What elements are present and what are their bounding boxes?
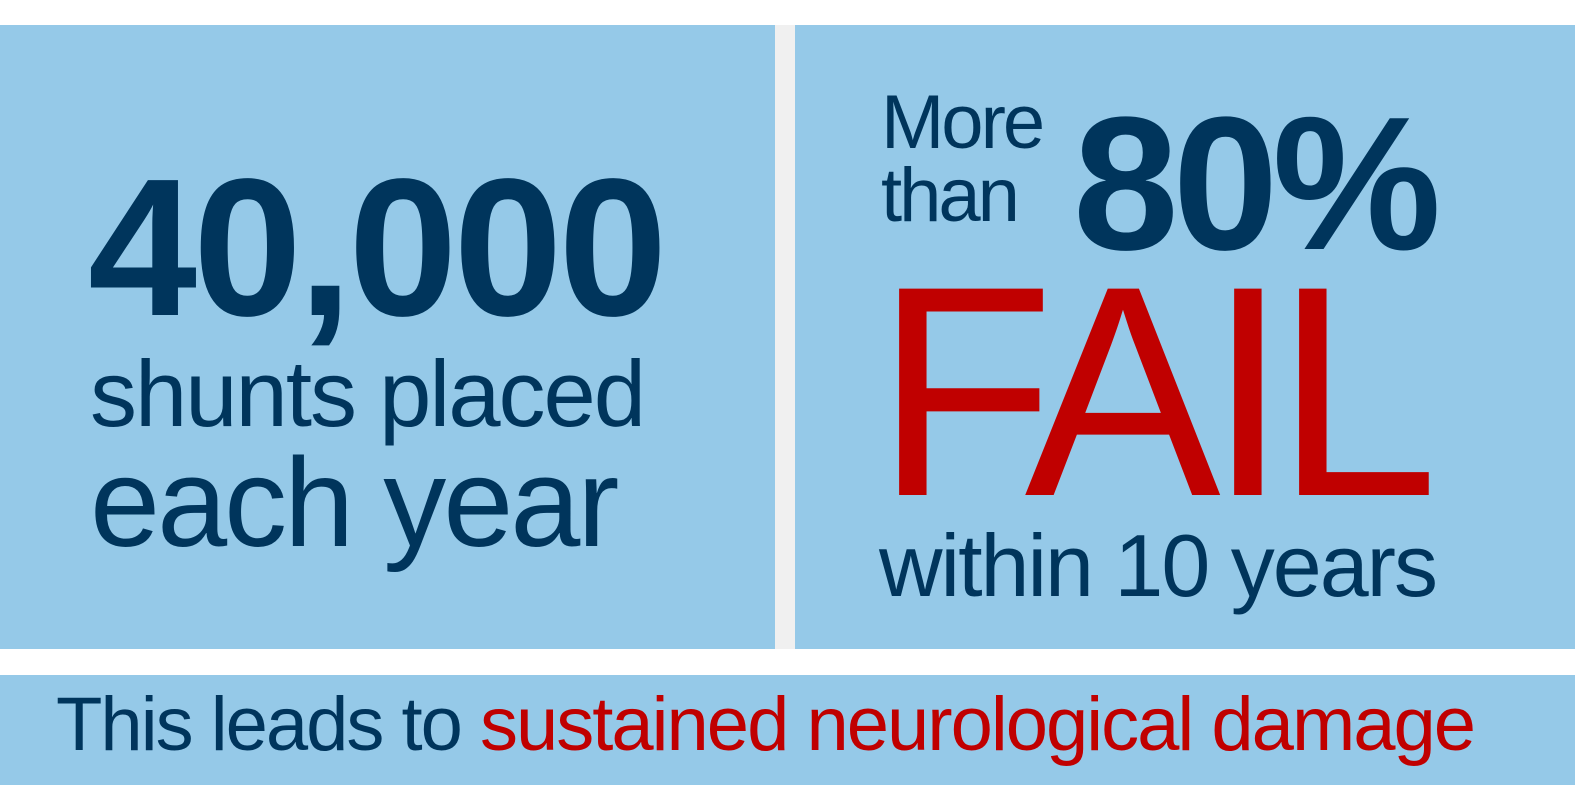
- stat-caption-each-year: each year: [90, 432, 619, 573]
- panel-divider: [775, 25, 795, 649]
- banner-lead-text: This leads to: [56, 682, 480, 767]
- stat-prefix-than: than: [881, 153, 1020, 238]
- bottom-banner: This leads to sustained neurological dam…: [0, 675, 1575, 785]
- banner-highlight-text: sustained neurological damage: [480, 682, 1476, 767]
- stat-panel-failure: More than 80% FAIL within 10 years: [795, 25, 1575, 649]
- stat-panel-shunts: 40,000 shunts placed each year: [0, 25, 775, 649]
- stat-prefix-more: More: [881, 80, 1045, 165]
- stat-number-shunts: 40,000: [88, 138, 667, 357]
- stat-number-percent: 80%: [1073, 78, 1441, 290]
- stat-headline-fail: FAIL: [875, 223, 1439, 559]
- banner-text: This leads to sustained neurological dam…: [56, 687, 1476, 763]
- stat-caption-shunts-placed: shunts placed: [90, 341, 646, 446]
- stat-caption-within-years: within 10 years: [879, 516, 1438, 615]
